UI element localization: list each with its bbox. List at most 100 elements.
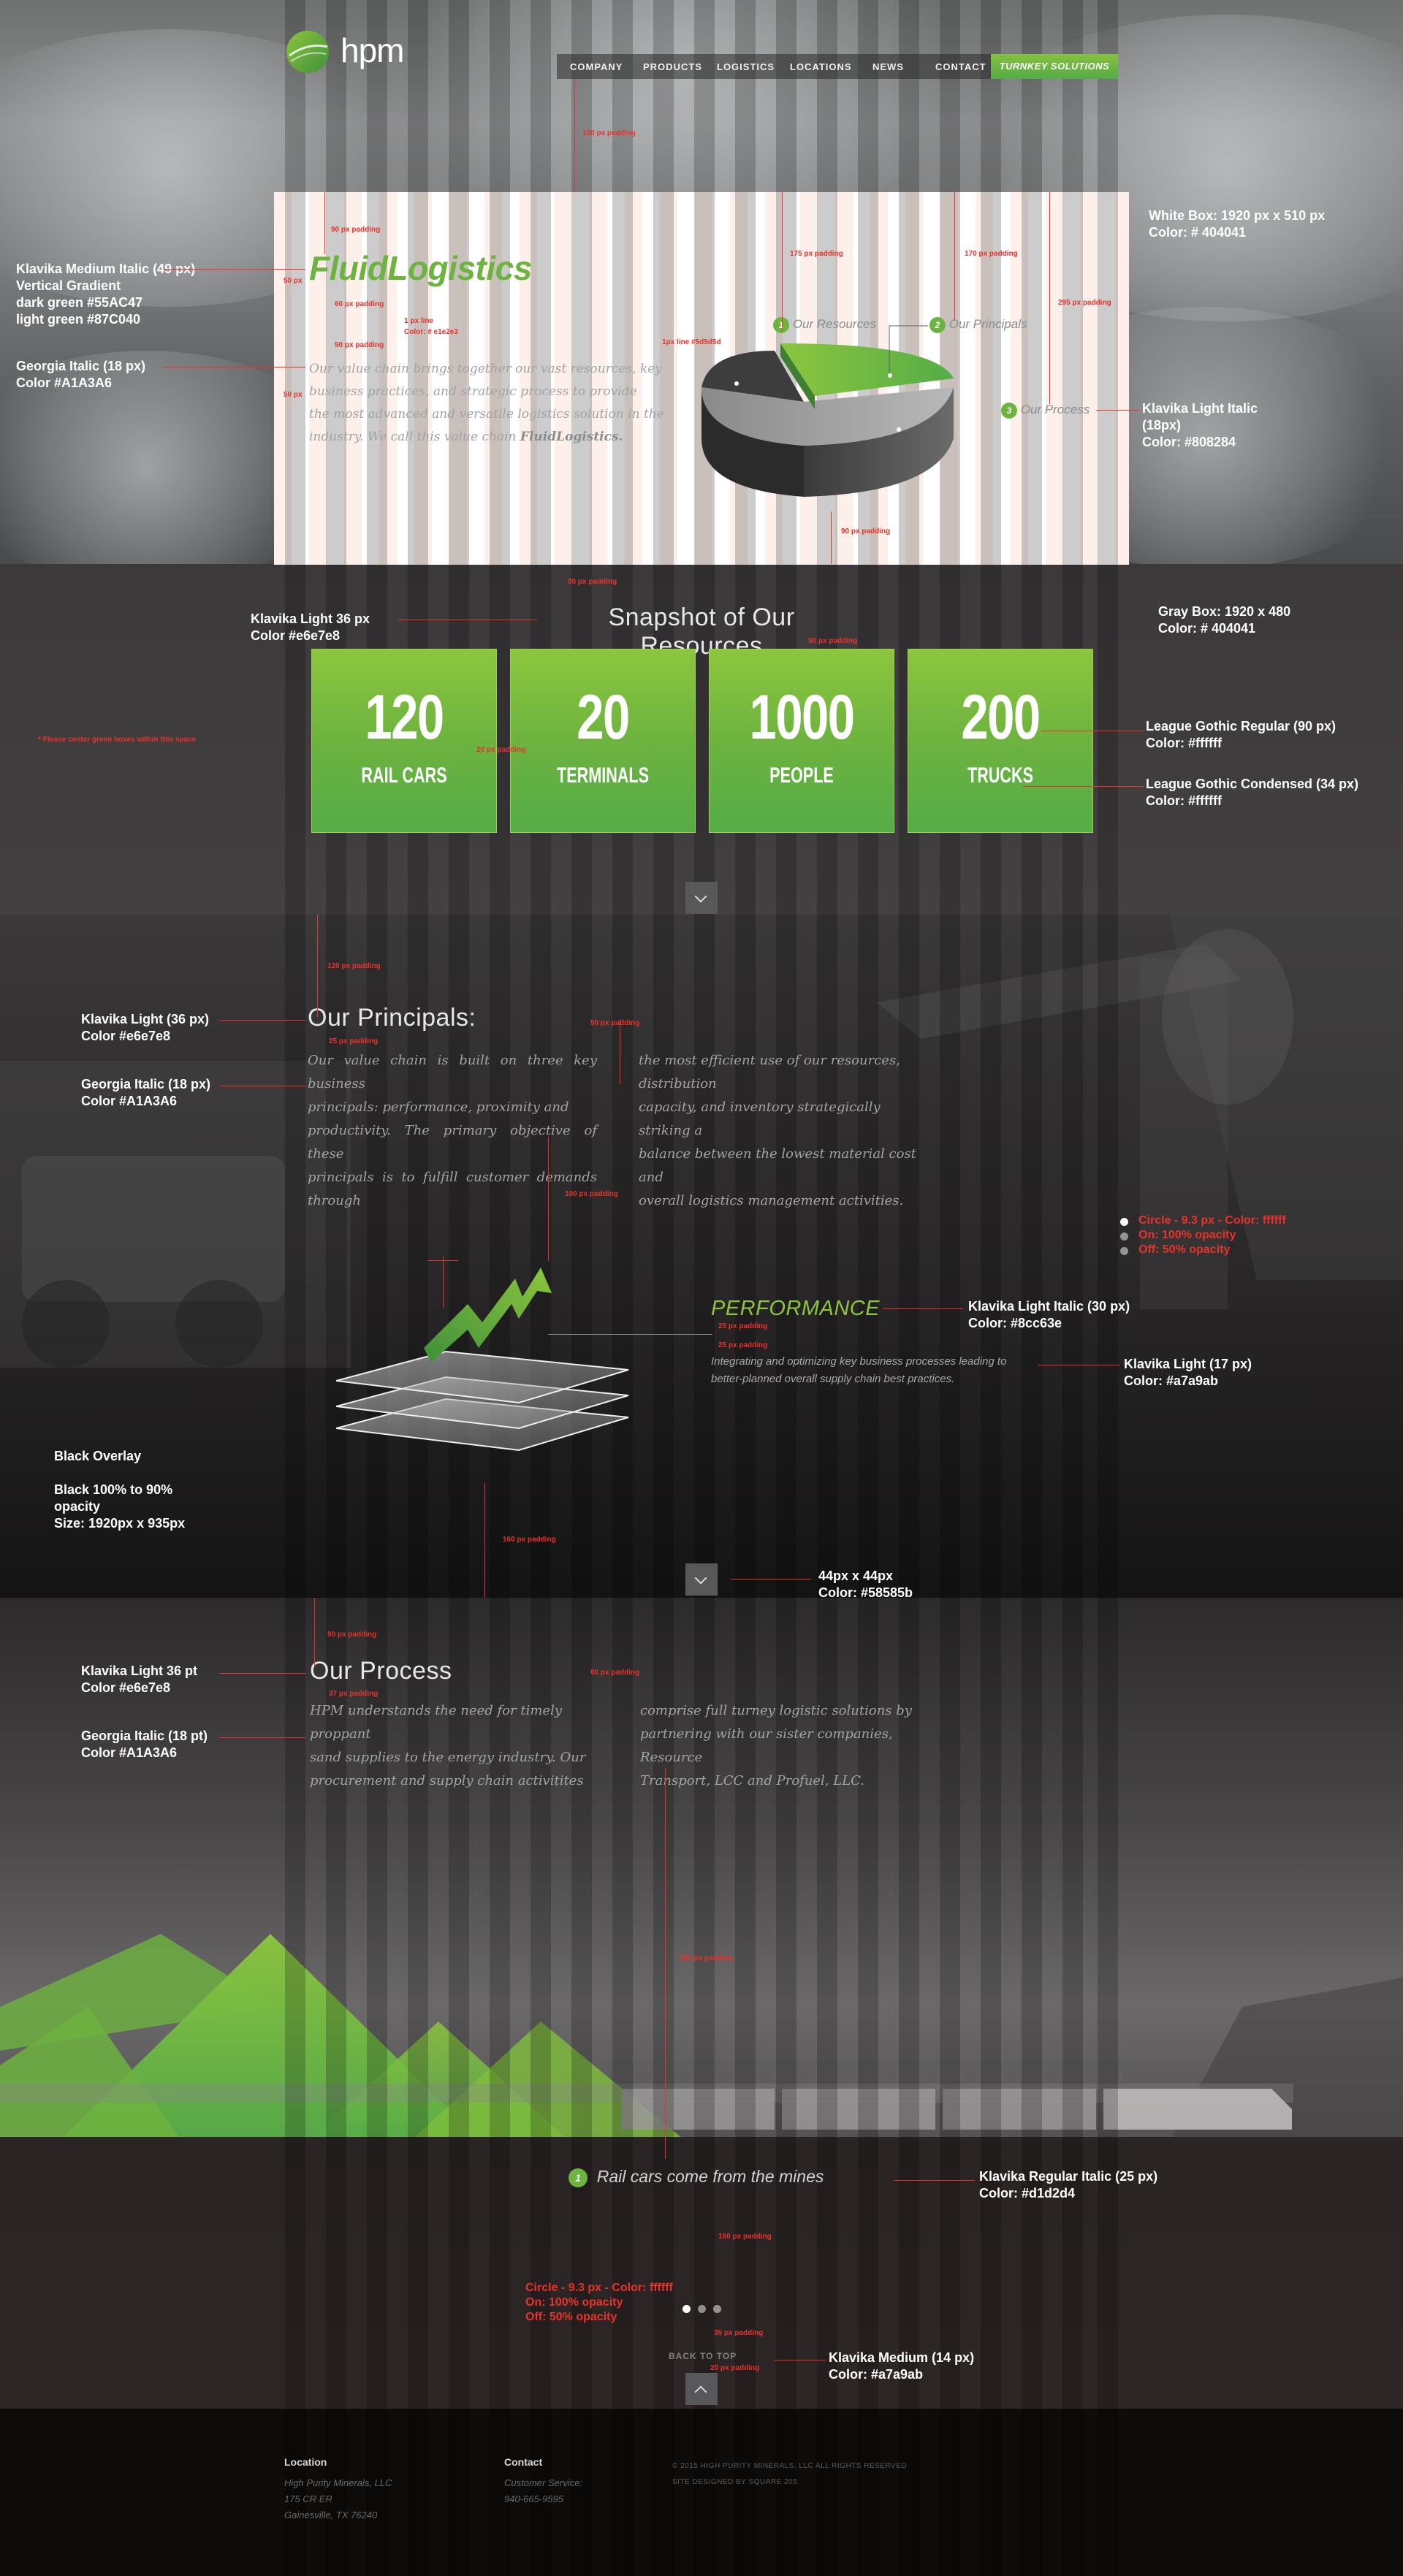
guide-line <box>164 269 305 270</box>
scroll-down-button-1[interactable] <box>685 882 718 914</box>
process-dot-3[interactable] <box>713 2305 721 2313</box>
footer-location-address: High Purity Minerals, LLC 175 CR ER Gaines… <box>284 2477 392 2520</box>
process-step-label: 1 Rail cars come from the mines <box>569 2167 824 2187</box>
pad-label: 25 px padding <box>718 1341 768 1349</box>
guide-line <box>954 192 955 320</box>
guide-line <box>894 2180 975 2181</box>
guide-line <box>219 1673 305 1674</box>
footer-section <box>0 2409 1403 2576</box>
footer-copyright: © 2015 HIGH PURITY MINERALS, LLC ALL RIG… <box>672 2462 908 2470</box>
footer-location-heading: Location <box>284 2456 327 2468</box>
pad-label: 160 px padding <box>503 1536 556 1544</box>
pad-label: 25 px padding <box>329 1037 379 1045</box>
guide-line <box>574 79 575 192</box>
pad-label: 20 px padding <box>476 746 526 754</box>
process-section <box>0 1598 1403 2142</box>
nav-logistics[interactable]: LOGISTICS <box>717 61 775 72</box>
guide-line <box>443 1257 444 1308</box>
annotation-tile-label-font: League Gothic Condensed (34 px) Color: #f… <box>1146 777 1359 808</box>
pad-label: 50 px padding <box>590 1019 640 1027</box>
annotation-white-box: White Box: 1920 px x 510 px Color: # 4040… <box>1149 208 1326 240</box>
tile-terminals[interactable]: 20 TERMINALS <box>510 649 696 833</box>
guide-line <box>219 1737 305 1738</box>
nav-products[interactable]: PRODUCTS <box>643 61 702 72</box>
logo-text[interactable]: hpm <box>341 31 404 69</box>
process-steps-section <box>0 2142 1403 2409</box>
annotation-black-overlay: Black Overlay Black 100% to 90% opacity Siz… <box>54 1449 186 1531</box>
hero-title: FluidLogistics <box>309 249 532 287</box>
footer-contact-heading: Contact <box>504 2456 543 2468</box>
guide-line <box>548 1137 549 1261</box>
tile-rail-cars[interactable]: 120 RAIL CARS <box>311 649 497 833</box>
hpm-logo-icon <box>286 31 329 73</box>
pie-connector-line <box>889 325 928 373</box>
nav-news[interactable]: NEWS <box>872 61 904 72</box>
annotation-body-font: Georgia Italic (18 px) Color #A1A3A6 <box>16 359 146 390</box>
pad-label: 300 px padding <box>680 1954 733 1962</box>
principals-dot-3[interactable] <box>1120 1247 1128 1255</box>
logo[interactable] <box>285 29 330 78</box>
principals-section <box>0 915 1403 1598</box>
nav-contact[interactable]: CONTACT <box>935 61 986 72</box>
pad-label: 295 px padding <box>1058 299 1111 307</box>
pie-label-process[interactable]: 3 Our Process <box>1001 403 1090 419</box>
pad-label: 50 px padding <box>335 341 384 349</box>
annotation-process-body-font: Georgia Italic (18 pt) Color #A1A3A6 <box>81 1729 208 1760</box>
back-to-top-link[interactable]: BACK TO TOP <box>669 2351 737 2361</box>
back-to-top-button[interactable] <box>685 2373 718 2405</box>
nav-company[interactable]: COMPANY <box>570 61 623 72</box>
pad-label: 90 px padding <box>331 226 381 234</box>
guide-line <box>1023 786 1144 787</box>
guide-line <box>317 915 318 1017</box>
guide-line <box>324 192 325 254</box>
pad-label: 1 px line <box>404 317 434 325</box>
process-dot-2[interactable] <box>698 2305 706 2313</box>
process-dot-1-active[interactable] <box>683 2305 691 2313</box>
pad-label: Color: # e1e2e3 <box>404 328 458 336</box>
annotation-center-note: * Please center green boxes within this … <box>38 736 197 744</box>
footer-contact-info: Customer Service: 940-665-9595 <box>504 2477 582 2504</box>
snapshot-section <box>0 564 1403 915</box>
process-col1: HPM understands the need for timely prop… <box>310 1703 586 1788</box>
guide-line <box>883 1308 963 1309</box>
guide-line <box>1096 410 1140 411</box>
guide-line <box>831 511 832 564</box>
pad-label: 130 px padding <box>582 129 636 137</box>
pie-label-principals[interactable]: 2 Our Principals <box>929 317 1027 333</box>
pad-label: 160 px padding <box>718 2233 772 2241</box>
principals-col1: Our value chain is built on three key bu… <box>308 1053 597 1208</box>
principals-col2: the most efficient use of our resources,… <box>639 1053 916 1208</box>
pad-label: 37 px padding <box>329 1690 379 1698</box>
scroll-down-button-2[interactable] <box>685 1563 718 1596</box>
fluidlogistics-white-box <box>274 192 1129 565</box>
annotation-principals-body-font: Georgia Italic (18 px) Color #A1A3A6 <box>81 1077 211 1108</box>
pie-label-resources[interactable]: 1 Our Resources <box>773 317 876 333</box>
principals-dot-1-active[interactable] <box>1120 1218 1128 1226</box>
guide-line <box>219 1020 305 1021</box>
pad-label: 170 px padding <box>965 250 1018 258</box>
performance-title: PERFORMANCE <box>711 1297 881 1320</box>
hero-body: Our value chain brings together our vast… <box>309 362 664 444</box>
annotation-step-font: Klavika Regular Italic (25 px) Color: #d1… <box>979 2169 1158 2200</box>
tile-trucks[interactable]: 200 TRUCKS <box>908 649 1093 833</box>
footer-credit[interactable]: SITE DESIGNED BY SQUARE 205 <box>672 2478 798 2486</box>
principals-dot-2[interactable] <box>1120 1232 1128 1241</box>
pad-label: 50 px <box>284 391 303 399</box>
guide-line <box>665 1768 666 2159</box>
annotation-chevron-size: 44px x 44px Color: #58585b <box>818 1569 913 1600</box>
pad-label: 35 px padding <box>714 2329 764 2337</box>
performance-connector <box>548 1334 712 1335</box>
pad-label: 50 px padding <box>808 637 858 645</box>
annotation-performance-body-font: Klavika Light (17 px) Color: #a7a9ab <box>1124 1357 1252 1388</box>
annotation-gray-box: Gray Box: 1920 x 480 Color: # 404041 <box>1158 604 1291 636</box>
process-illustration <box>0 1934 1403 2142</box>
value-chain-pie-chart <box>702 343 954 497</box>
annotation-performance-font: Klavika Light Italic (30 px) Color: #8cc6… <box>968 1299 1130 1330</box>
pad-label: 60 px padding <box>335 300 384 308</box>
process-title: Our Process <box>310 1657 452 1685</box>
tile-people[interactable]: 1000 PEOPLE <box>709 649 894 833</box>
annotation-snapshot-font: Klavika Light 36 px Color #e6e7e8 <box>251 611 370 643</box>
nav-turnkey-solutions-button[interactable]: TURNKEY SOLUTIONS <box>991 54 1118 79</box>
annotation-pie-label-font: Klavika Light Italic (18px) Color: #808284 <box>1142 401 1258 449</box>
nav-locations[interactable]: LOCATIONS <box>790 61 852 72</box>
